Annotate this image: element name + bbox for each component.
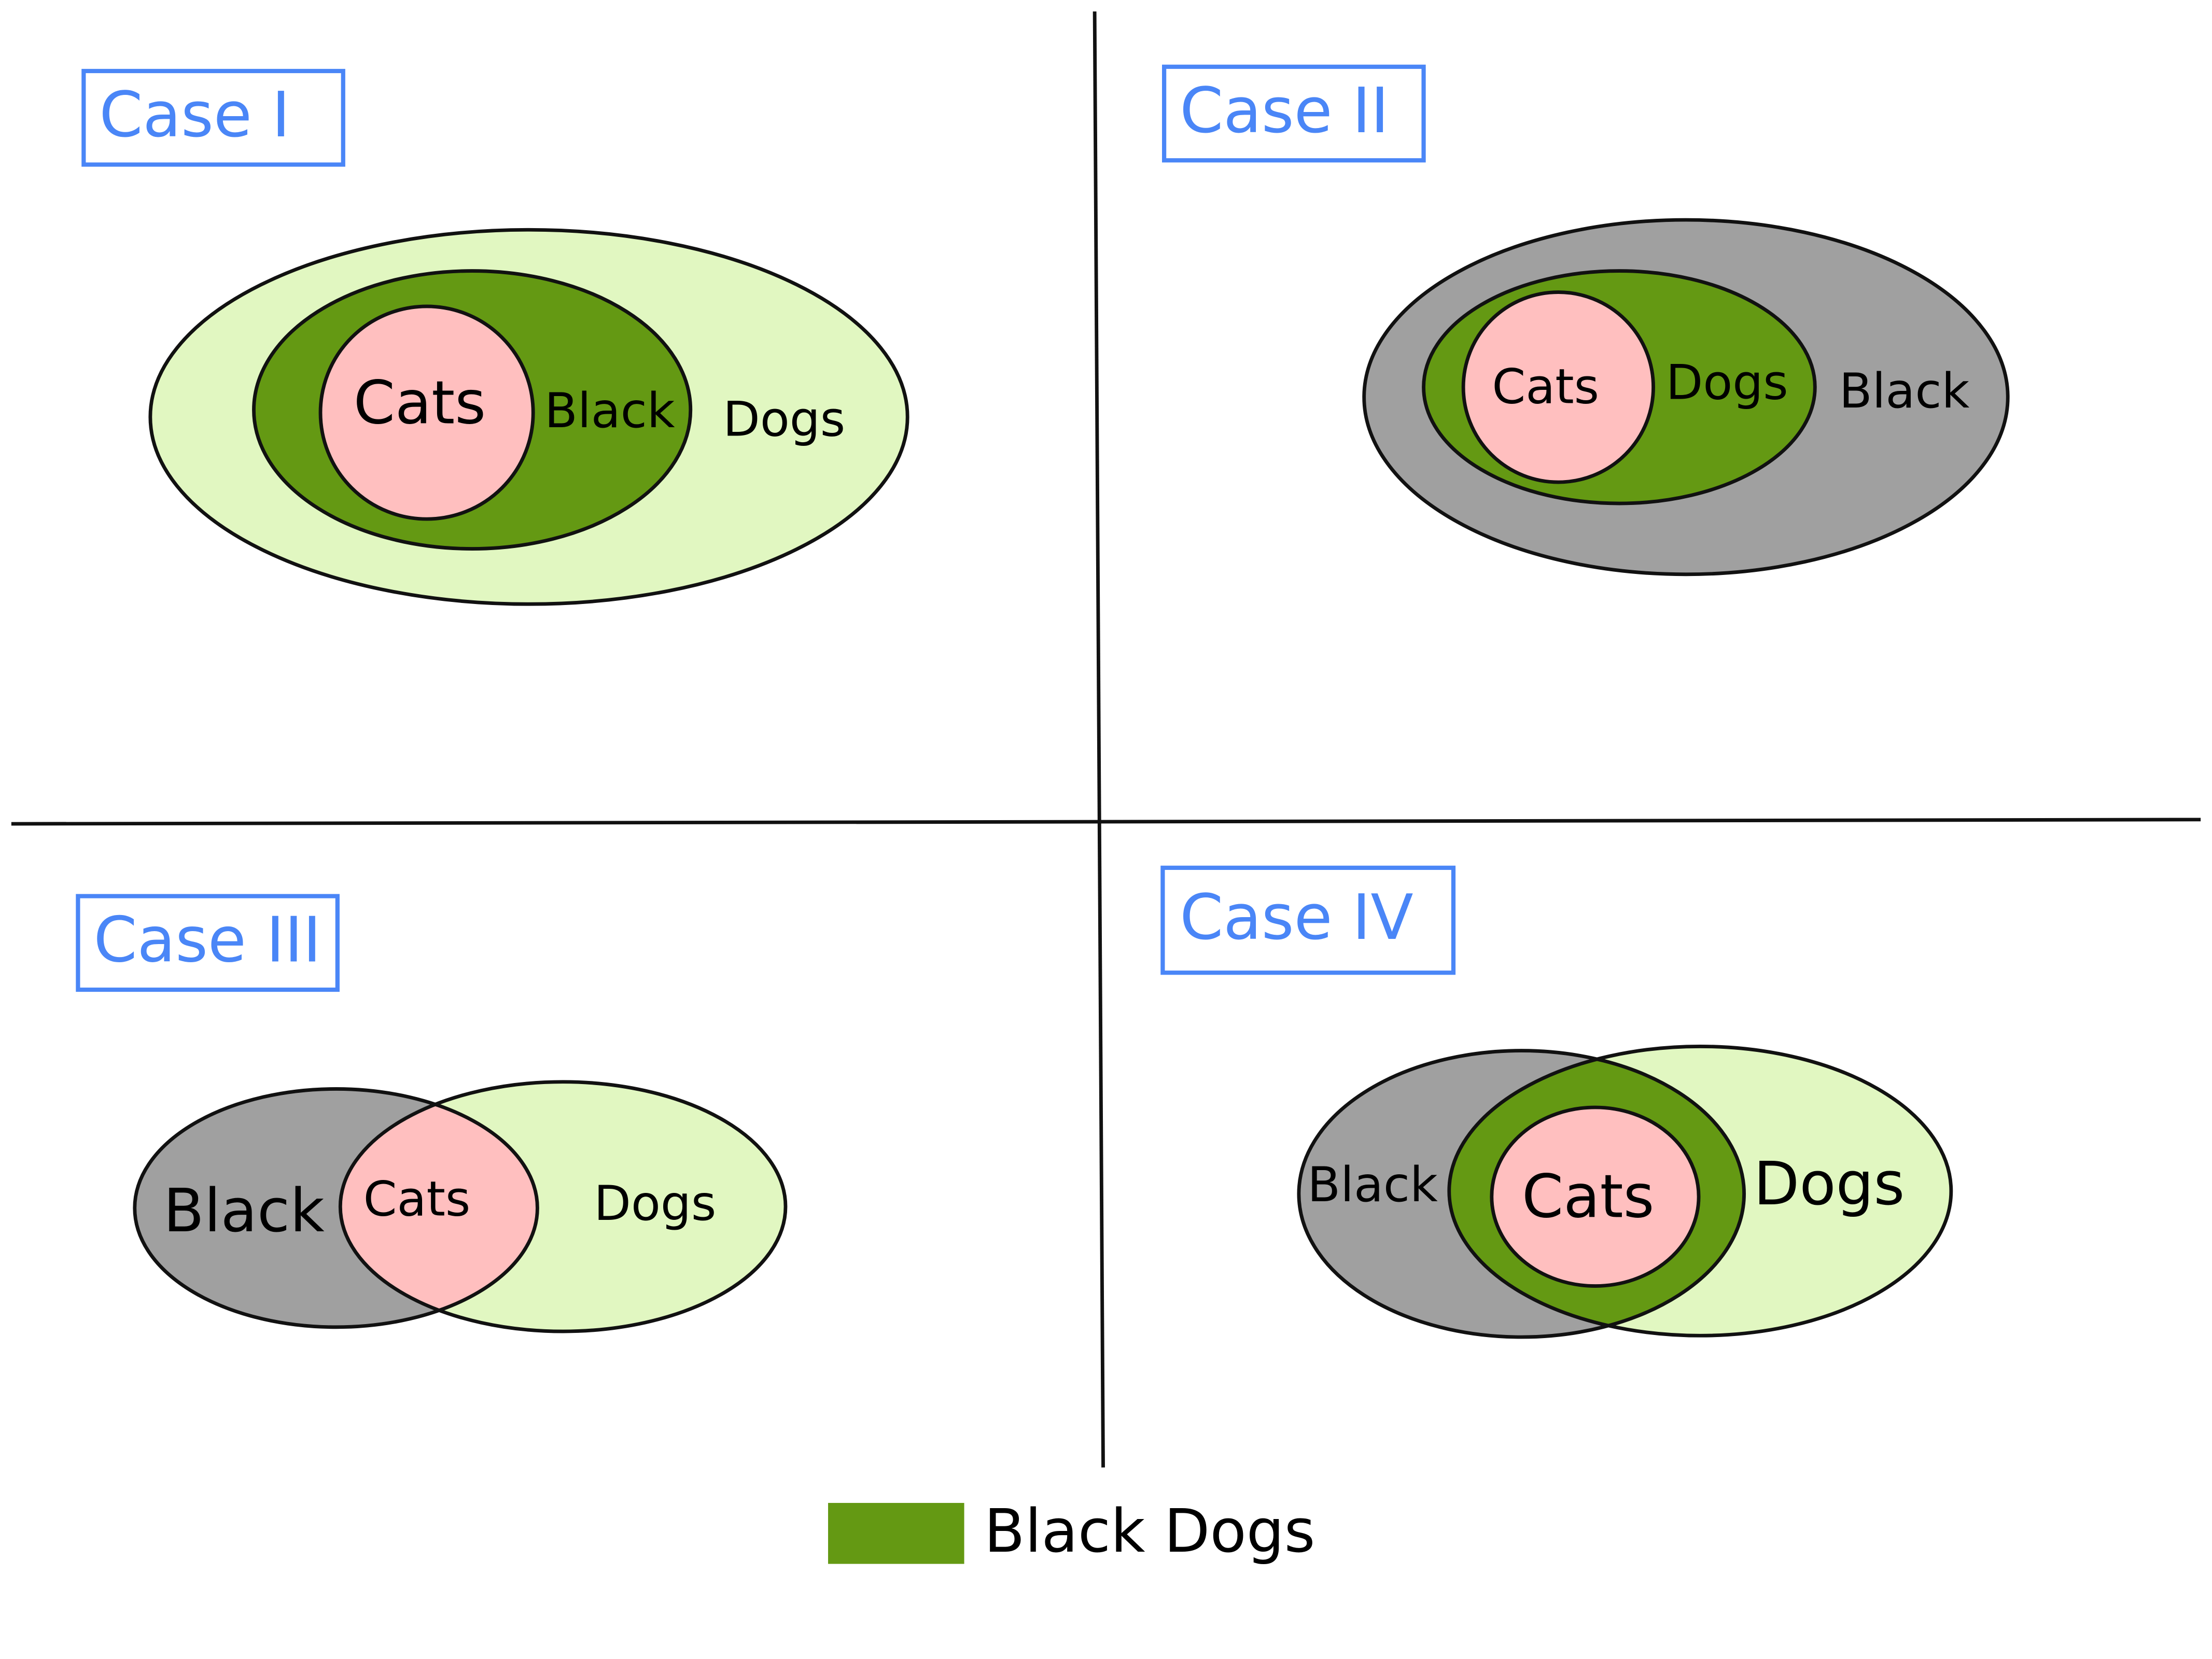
horizontal-divider — [11, 818, 2201, 826]
cats-label: Cats — [1522, 1162, 1654, 1232]
vertical-divider — [1093, 11, 1105, 1468]
dogs-label: Dogs — [594, 1175, 716, 1231]
case-2-title-box — [1162, 64, 1426, 163]
cats-label: Cats — [363, 1171, 471, 1227]
legend-label: Black Dogs — [984, 1497, 1315, 1566]
case-3: Case III Black Cats Dogs — [76, 894, 788, 1333]
case-3-title: Case III — [93, 904, 321, 977]
legend-swatch-black-dogs — [828, 1502, 964, 1564]
black-label: Black — [1839, 363, 1970, 419]
black-outline — [1297, 1049, 1746, 1339]
black-label: Black — [163, 1176, 325, 1246]
case-4-title: Case IV — [1180, 881, 1413, 954]
dogs-label: Dogs — [1666, 354, 1788, 410]
black-outline — [133, 1087, 539, 1329]
case-3-title-box — [76, 894, 340, 992]
dogs-outline — [1447, 1044, 1953, 1338]
case-4: Case IV Black Cats Dogs — [1160, 865, 1953, 1339]
cats-set — [318, 304, 535, 521]
legend: Black Dogs — [828, 1497, 1315, 1566]
cats-set — [1461, 290, 1655, 484]
case-1: Case I Cats Black Dogs — [81, 68, 909, 606]
case-1-title: Case I — [99, 79, 290, 151]
case-2-title: Case II — [1180, 75, 1389, 147]
cats-intersection — [340, 1089, 538, 1327]
case-1-title-box — [81, 68, 345, 167]
black-label: Black — [544, 383, 675, 439]
case-2: Case II Cats Dogs Black — [1162, 64, 2010, 577]
dogs-outline — [338, 1080, 788, 1333]
black-label: Black — [1307, 1157, 1438, 1213]
case-4-title-box — [1160, 865, 1456, 975]
cats-label: Cats — [354, 368, 486, 438]
cats-set — [1490, 1105, 1701, 1288]
cats-label: Cats — [1492, 359, 1599, 415]
dogs-label: Dogs — [723, 391, 845, 447]
dogs-label: Dogs — [1754, 1149, 1905, 1219]
